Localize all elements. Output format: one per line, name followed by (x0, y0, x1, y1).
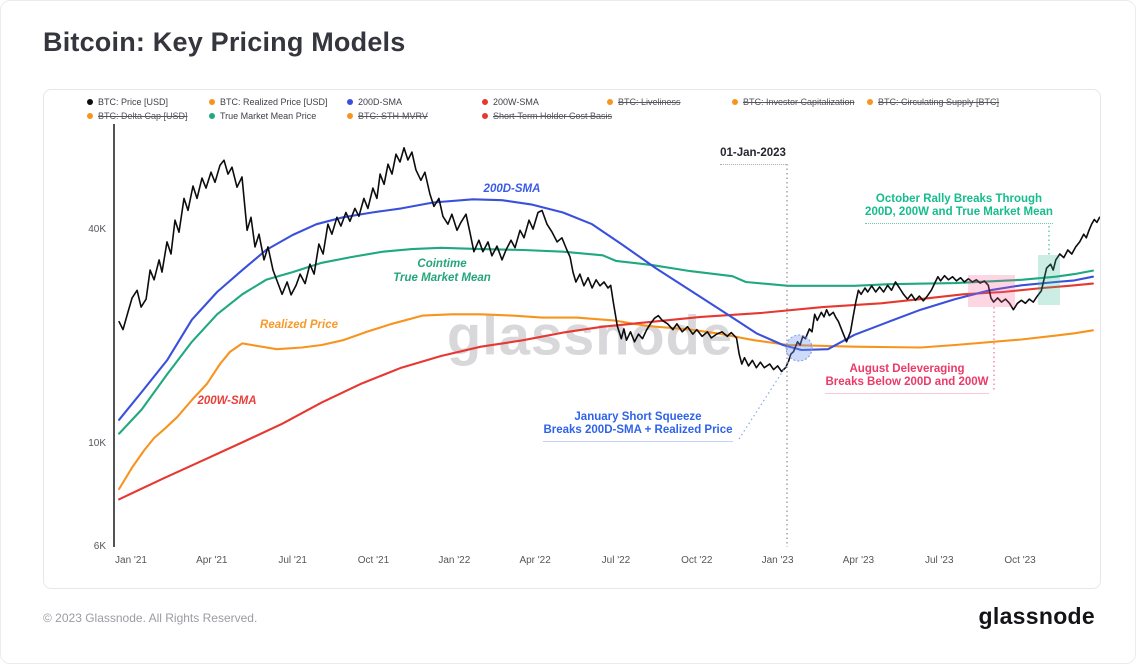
august-breakdown-zone (968, 275, 1015, 307)
legend-item[interactable]: BTC: Circulating Supply [BTC] (867, 97, 999, 107)
x-tick-label: Oct '23 (1004, 555, 1036, 566)
legend-label: BTC: Price [USD] (98, 97, 169, 107)
series-btc-price-usd- (118, 146, 1100, 373)
chart-panel: BTC: Price [USD] BTC: Realized Price [USD… (43, 89, 1101, 589)
x-tick-label: Jul '21 (278, 555, 307, 566)
legend-item[interactable]: BTC: Liveliness (607, 97, 681, 107)
legend-swatch-icon (867, 99, 873, 105)
legend-swatch-icon (87, 99, 93, 105)
y-tick-label: 40K (88, 224, 106, 236)
y-tick-label: 6K (93, 540, 106, 552)
legend-swatch-icon (209, 99, 215, 105)
legend: BTC: Price [USD] BTC: Realized Price [USD… (44, 90, 1100, 126)
legend-item[interactable]: BTC: STH-MVRV (347, 111, 428, 121)
series-btc-realized-price-usd- (118, 313, 1094, 491)
august-deleveraging-label: August Deleveraging Breaks Below 200D and… (825, 363, 989, 394)
january-squeeze-zone (785, 334, 813, 362)
legend-swatch-icon (482, 113, 488, 119)
x-tick-label: Apr '23 (842, 555, 875, 566)
jan-2023-label: 01-Jan-2023 (720, 147, 786, 165)
x-tick-label: Jul '23 (924, 555, 954, 566)
legend-label: BTC: Delta Cap [USD] (98, 111, 188, 121)
legend-item[interactable]: BTC: Price [USD] (87, 97, 168, 107)
legend-item[interactable]: 200W-SMA (482, 97, 539, 107)
legend-item[interactable]: Short-Term Holder Cost Basis (482, 111, 612, 121)
january-squeeze-label: January Short Squeeze Breaks 200D-SMA + R… (543, 411, 733, 442)
legend-label: 200W-SMA (493, 97, 539, 107)
legend-swatch-icon (482, 99, 488, 105)
series-200w-sma (118, 282, 1094, 501)
legend-label: BTC: Investor Capitalization (743, 97, 855, 107)
legend-label: Short-Term Holder Cost Basis (493, 111, 613, 121)
legend-swatch-icon (87, 113, 93, 119)
legend-item[interactable]: 200D-SMA (347, 97, 402, 107)
label-200d-sma: 200D-SMA (483, 183, 541, 195)
october-rally-label: October Rally Breaks Through 200D, 200W a… (865, 193, 1053, 224)
page-title: Bitcoin: Key Pricing Models (43, 27, 406, 57)
x-tick-label: Jan '21 (115, 555, 147, 566)
legend-swatch-icon (347, 99, 353, 105)
x-tick-label: Jan '23 (761, 555, 794, 566)
october-breakout-zone (1038, 255, 1060, 305)
legend-swatch-icon (209, 113, 215, 119)
price-chart (113, 124, 1100, 547)
label-200w-sma: 200W-SMA (197, 395, 257, 407)
legend-swatch-icon (347, 113, 353, 119)
series-200d-sma (118, 198, 1094, 421)
legend-label: BTC: Circulating Supply [BTC] (878, 97, 1000, 107)
series-true-market-mean-price (118, 246, 1094, 435)
copyright-text: © 2023 Glassnode. All Rights Reserved. (43, 611, 258, 625)
legend-swatch-icon (607, 99, 613, 105)
legend-label: BTC: Liveliness (618, 97, 681, 107)
x-tick-label: Jul '22 (601, 555, 631, 566)
legend-item[interactable]: BTC: Investor Capitalization (732, 97, 855, 107)
x-tick-label: Apr '22 (519, 555, 551, 566)
x-tick-label: Oct '22 (681, 555, 713, 566)
legend-label: 200D-SMA (358, 97, 403, 107)
legend-item[interactable]: BTC: Realized Price [USD] (209, 97, 328, 107)
legend-item[interactable]: BTC: Delta Cap [USD] (87, 111, 188, 121)
legend-item[interactable]: True Market Mean Price (209, 111, 316, 121)
x-tick-label: Oct '21 (357, 555, 390, 566)
y-tick-label: 10K (88, 438, 106, 449)
glassnode-logo: glassnode (978, 603, 1095, 629)
legend-label: BTC: Realized Price [USD] (220, 97, 328, 107)
x-tick-label: Jan '22 (438, 555, 471, 566)
label-true-market-mean: Cointime True Market Mean (393, 258, 491, 284)
legend-swatch-icon (732, 99, 738, 105)
label-realized-price: Realized Price (260, 319, 338, 331)
x-tick-label: Apr '21 (196, 555, 228, 566)
legend-label: BTC: STH-MVRV (358, 111, 428, 121)
legend-label: True Market Mean Price (220, 111, 317, 121)
